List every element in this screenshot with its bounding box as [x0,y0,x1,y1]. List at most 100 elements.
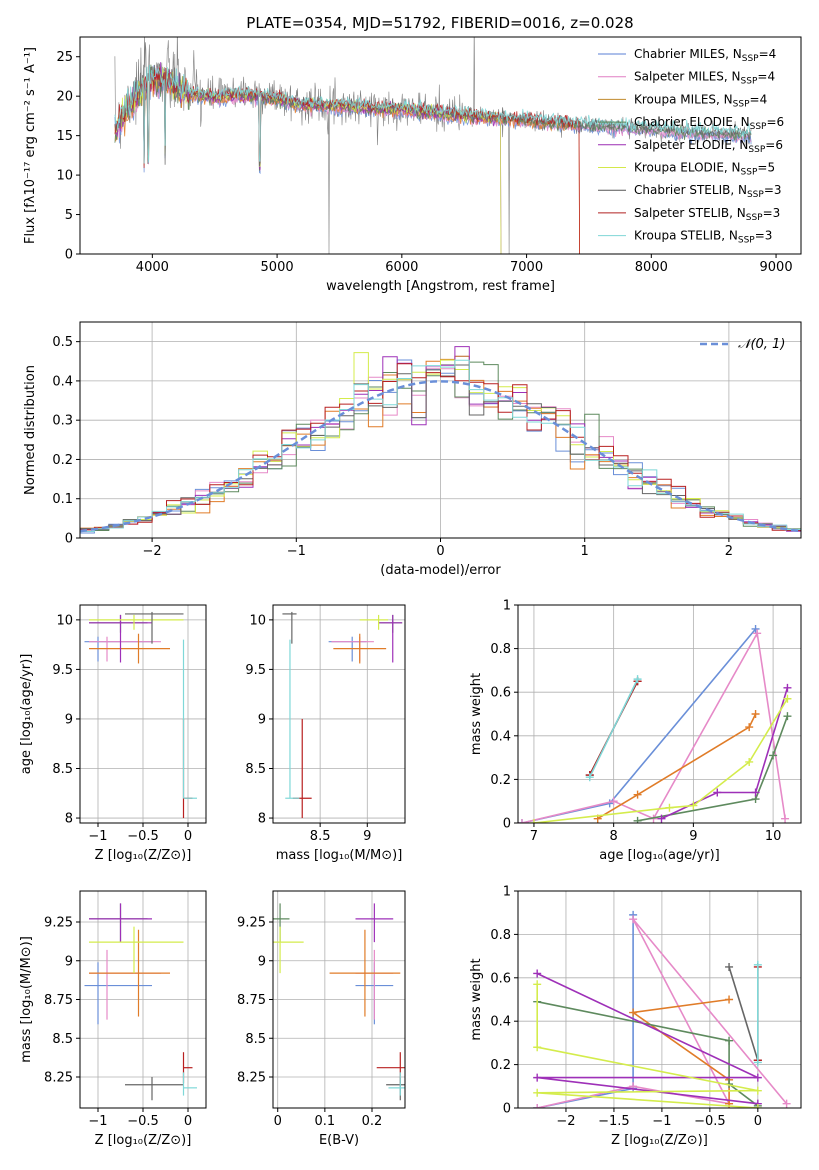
weight-marker [689,801,698,810]
x-tick-label: −1 [88,829,107,844]
y-axis-label: Normed distribution [23,365,38,495]
x-axis-label: Z [log₁₀(Z/Z⊙)] [95,848,192,863]
weight-line [728,966,759,1061]
weight-marker [633,675,642,684]
y-tick-label: 0.5 [52,335,73,350]
y-tick-label: 10 [56,613,73,628]
spectrum-legend: Chabrier MILES, NSSP=4 Salpeter MILES, NS… [598,47,784,246]
weight-marker [753,1104,762,1108]
weight-marker [781,814,790,823]
x-tick-label: 8 [610,829,618,844]
weight-marker [769,751,778,760]
x-tick-label: −1 [287,544,306,559]
y-tick-label: 0 [65,248,73,263]
weight-marker [753,1086,762,1095]
x-tick-label: 0 [274,1114,282,1129]
y-tick-label: 9 [258,712,266,727]
plot-area-age-vs-mass [273,605,405,823]
y-tick-label: 25 [56,50,73,65]
y-tick-label: 9.5 [245,663,266,678]
weight-line [637,715,789,822]
plot-area-spectrum [114,37,752,254]
weight-marker [629,915,638,924]
panel-massweight-vs-Z: −2 −1.5 −1 −0.5 0 0 0.2 0.4 0.6 0.8 1 Z [log₁₀(Z/Z⊙… [469,885,802,1148]
model-spectrum [114,64,752,164]
y-tick-label: 0.2 [490,1058,511,1073]
axes-frame [79,321,802,539]
y-tick-label: 1 [503,599,511,614]
y-tick-label: 8.25 [237,1071,266,1086]
y-tick-label: 8.5 [52,1032,73,1047]
axes-frame [272,890,406,1109]
y-axis-label: mass [log₁₀(M/M⊙)] [19,936,34,1063]
y-tick-label: 0.6 [490,971,511,986]
weight-marker [745,757,754,766]
y-tick-label: 15 [56,129,73,144]
y-tick-label: 8 [65,812,73,827]
x-tick-label: 0.1 [315,1114,336,1129]
y-tick-label: 8.75 [237,993,266,1008]
weight-marker [783,694,792,703]
weight-marker [585,773,594,782]
weight-marker [751,788,760,797]
legend-label: 𝒩(0, 1) [738,337,785,352]
y-axis-label: mass weight [469,673,484,755]
y-tick-label: 9 [258,954,266,969]
plot-area-massweight-vs-age [518,605,801,823]
weight-line [597,713,757,820]
y-tick-label: 9 [65,954,73,969]
weight-marker [533,969,542,978]
y-tick-label: 0.4 [490,729,511,744]
weight-marker [657,814,666,823]
weight-marker [725,962,734,971]
axes-frame [79,604,207,824]
y-axis-label: age [log₁₀(age/yr)] [19,654,34,775]
weight-marker [751,710,760,718]
x-axis-label: (data-model)/error [380,563,501,578]
y-tick-label: 1 [503,885,511,900]
x-tick-label: 0 [184,829,192,844]
x-tick-label: −0.5 [127,829,159,844]
y-tick-label: 10 [56,169,73,184]
legend-label: Kroupa ELODIE, NSSP=5 [634,161,775,178]
y-tick-label: 8.25 [44,1071,73,1086]
axes-frame [79,36,802,255]
weight-marker [609,797,618,806]
weight-line [588,678,639,778]
x-tick-label: 0 [184,1114,192,1129]
y-tick-label: 5 [65,208,73,223]
panel-spectrum: 4000 5000 6000 7000 8000 9000 0 5 10 15 20 25 wavele… [23,36,802,294]
weight-marker [751,624,760,633]
panel-mass-vs-Z: −1 −0.5 0 8.25 8.5 8.75 9 9.25 Z [log₁₀(Z/Z⊙)] ma… [19,890,207,1148]
weight-line [536,972,759,1105]
plot-area-age-vs-Z [80,605,206,823]
y-tick-label: 20 [56,90,73,105]
x-tick-label: 4000 [136,260,169,275]
y-tick-label: 0.2 [52,453,73,468]
legend-label: Kroupa MILES, NSSP=4 [634,92,767,109]
axes-frame [272,604,406,824]
x-tick-label: 7 [530,829,538,844]
y-tick-label: 10 [249,613,266,628]
weight-marker [518,819,526,823]
legend-label: Chabrier MILES, NSSP=4 [634,47,776,64]
weight-marker [633,816,642,823]
legend-label: Kroupa STELIB, NSSP=3 [634,229,772,246]
y-tick-label: 0.6 [490,686,511,701]
x-tick-label: 6000 [385,260,418,275]
weight-line [537,1000,759,1107]
panel-residuals: −2 −1 0 1 2 0 0.1 0.2 0.3 0.4 0.5 (data-model)/erro… [23,321,802,578]
panels: 4000 5000 6000 7000 8000 90000510152025wavele… [19,36,802,1148]
weight-marker [783,683,792,692]
x-tick-label: −1 [88,1114,107,1129]
weight-marker [725,1036,734,1045]
x-tick-label: 5000 [261,260,294,275]
y-axis-label: mass weight [469,958,484,1040]
x-tick-label: −2 [556,1114,575,1129]
axes-frame [517,890,802,1109]
weight-marker [533,1043,542,1052]
x-axis-label: Z [log₁₀(Z/Z⊙)] [95,1133,192,1148]
x-tick-label: −0.5 [127,1114,159,1129]
normal-curve [80,380,801,533]
